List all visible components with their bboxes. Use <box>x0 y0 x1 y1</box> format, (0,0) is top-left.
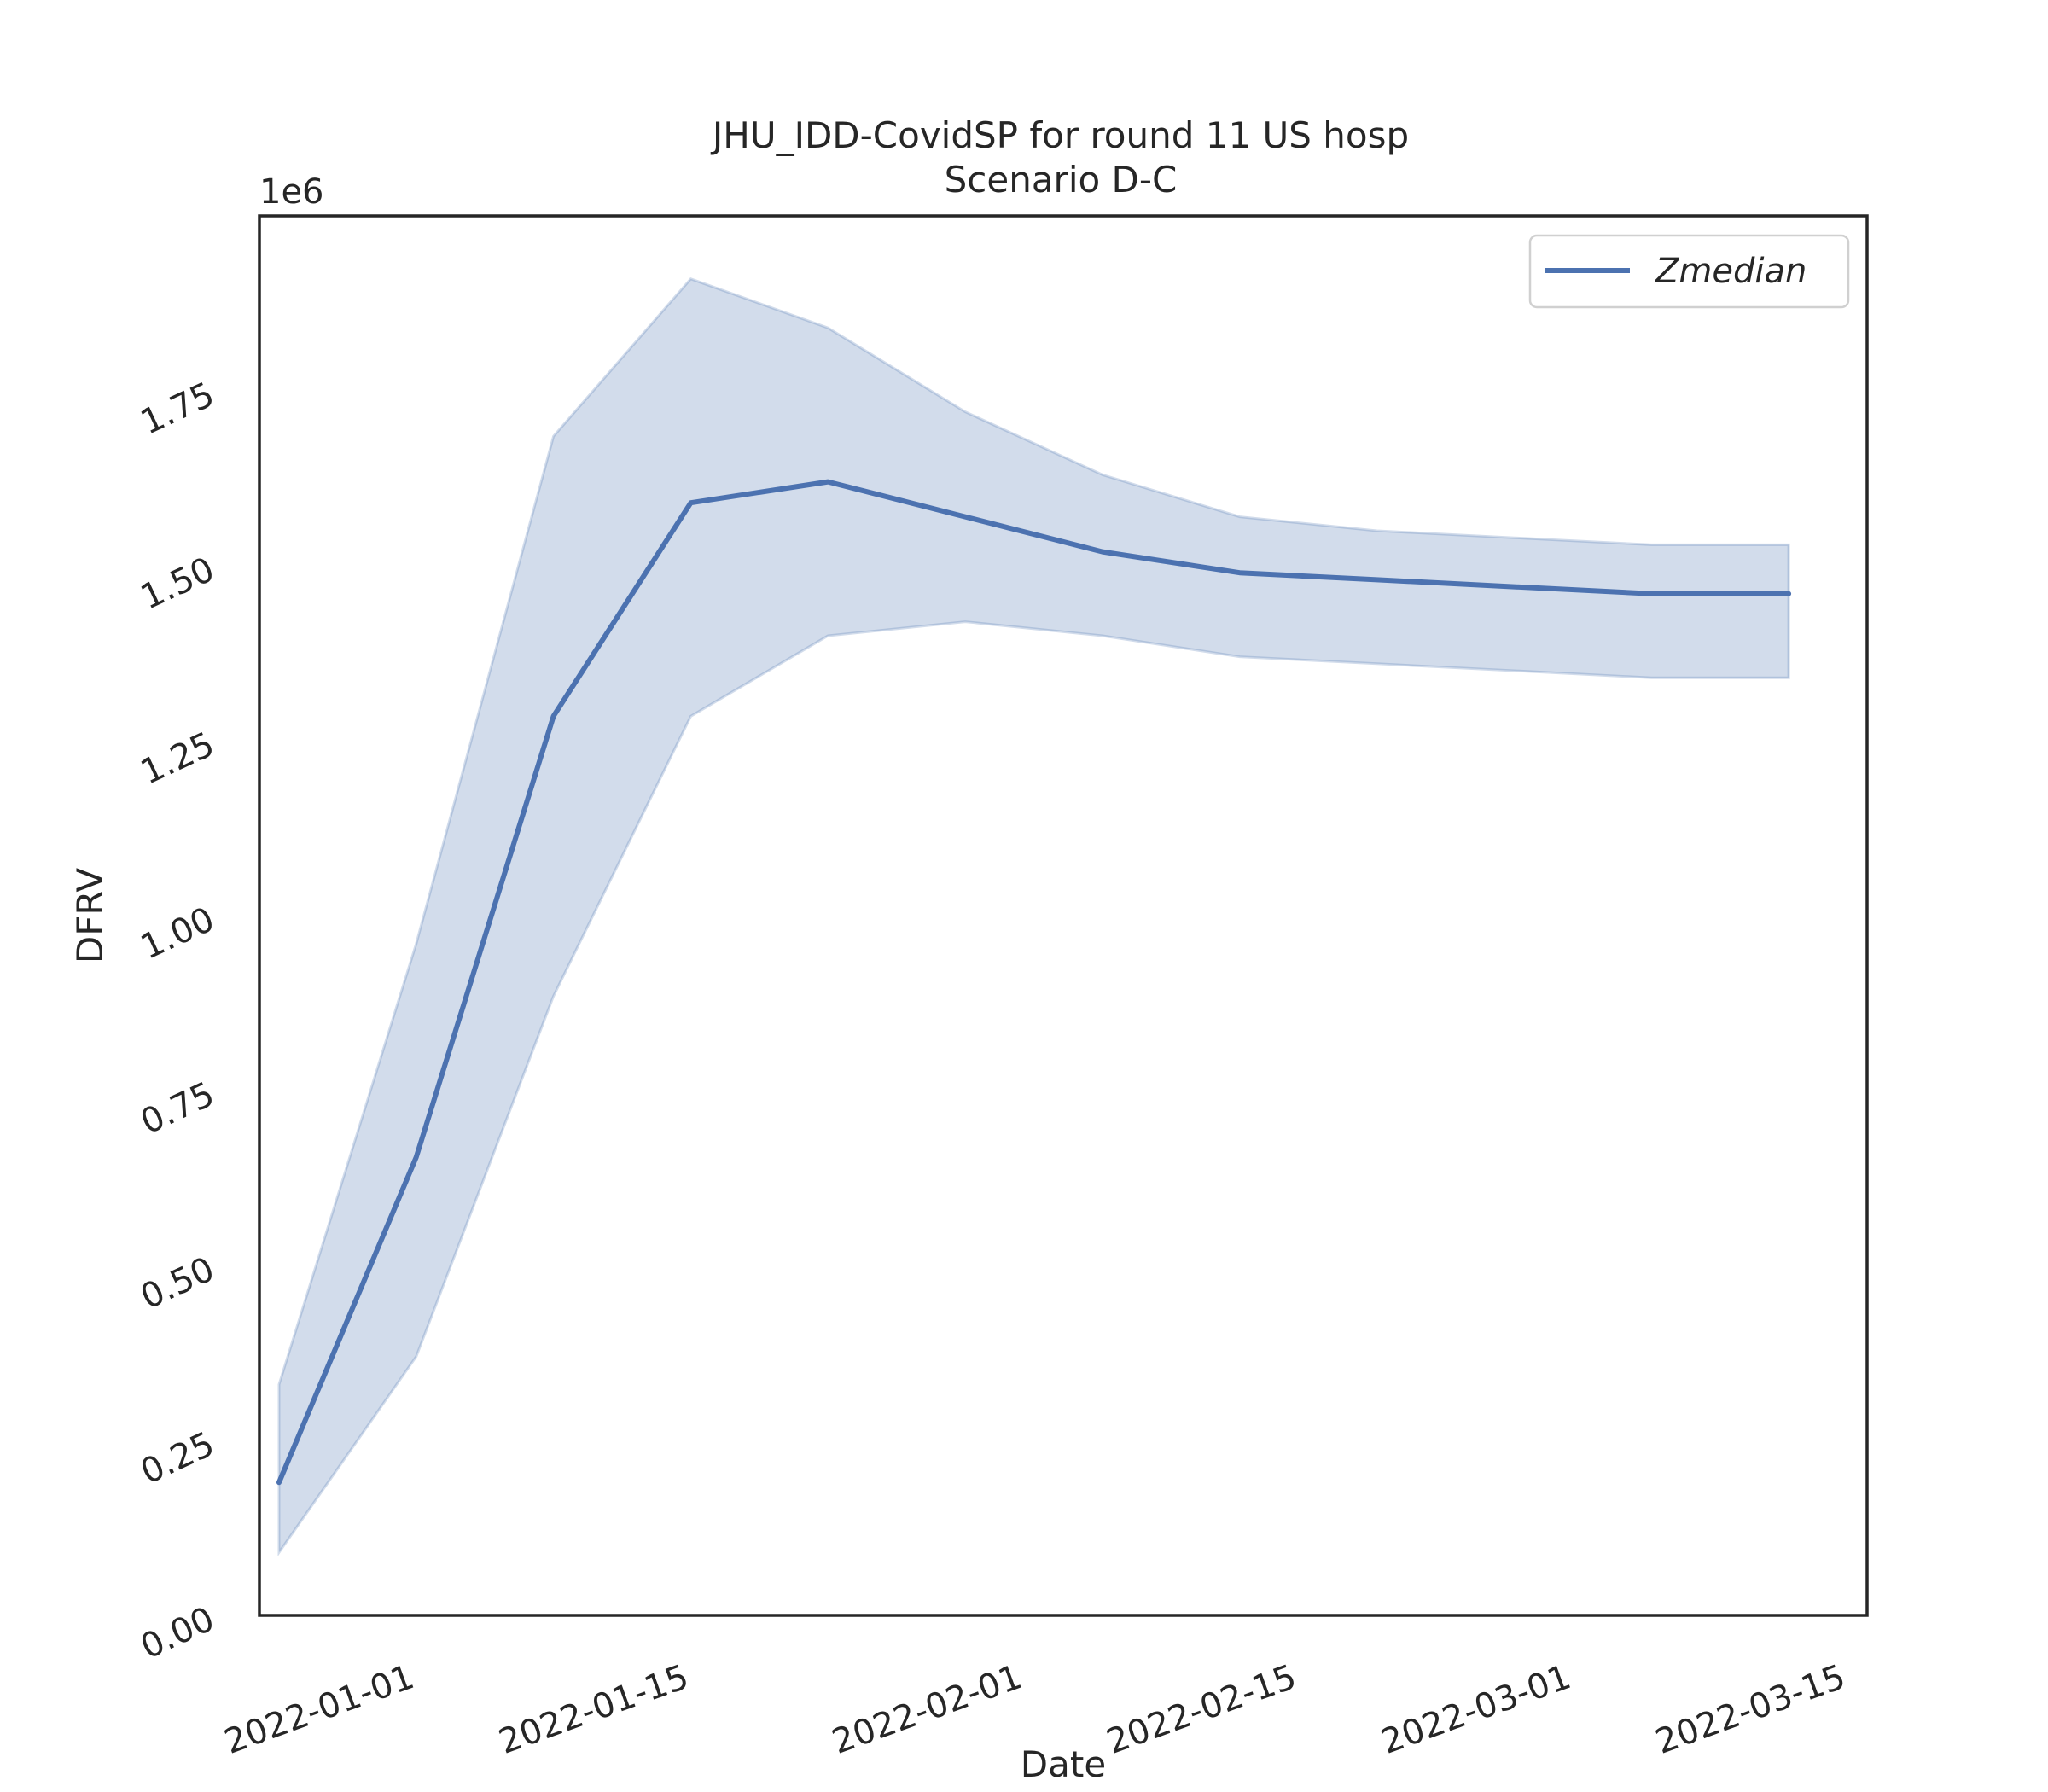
x-tick-label: 2022-03-01 <box>1376 1657 1576 1762</box>
x-tick-label: 2022-01-01 <box>219 1657 419 1762</box>
plot-frame <box>258 214 1869 1617</box>
x-axis-label: Date <box>1021 1743 1106 1785</box>
series-line-zmedian <box>276 479 1792 1486</box>
data-point-zmedian-5 <box>964 516 966 518</box>
uncertainty-band <box>277 277 1790 1556</box>
data-point-zmedian-4 <box>827 481 829 483</box>
y-tick-label: 1.25 <box>135 724 220 792</box>
legend-box <box>1528 234 1850 309</box>
chart-subtitle: Scenario D-C <box>945 159 1178 201</box>
data-point-zmedian-2 <box>553 715 555 717</box>
x-tick-label: 2022-02-01 <box>827 1657 1027 1762</box>
y-tick-label: 0.25 <box>135 1424 220 1492</box>
data-point-zmedian-9 <box>1513 586 1515 588</box>
y-offset-label: 1e6 <box>259 172 324 212</box>
y-tick-label: 0.50 <box>135 1249 220 1317</box>
x-tick-label: 2022-03-15 <box>1650 1657 1850 1762</box>
legend: Zmedian <box>1528 234 1850 309</box>
y-tick-label: 1.00 <box>135 899 220 967</box>
data-point-zmedian-10 <box>1650 593 1652 595</box>
data-point-zmedian-8 <box>1376 579 1378 580</box>
legend-label-zmedian: Zmedian <box>1655 252 1807 291</box>
y-axis-label: DFRV <box>69 868 111 963</box>
y-tick-label: 0.75 <box>135 1074 220 1142</box>
chart-title: JHU_IDD-CovidSP for round 11 US hosp <box>710 114 1409 156</box>
y-tick-label: 1.75 <box>135 375 220 442</box>
y-tick-label: 1.50 <box>135 550 220 617</box>
x-tick-label: 2022-01-15 <box>494 1657 694 1762</box>
data-point-zmedian-0 <box>278 1481 280 1483</box>
y-tick-label: 0.00 <box>135 1599 220 1667</box>
x-tick-label: 2022-02-15 <box>1102 1657 1301 1762</box>
